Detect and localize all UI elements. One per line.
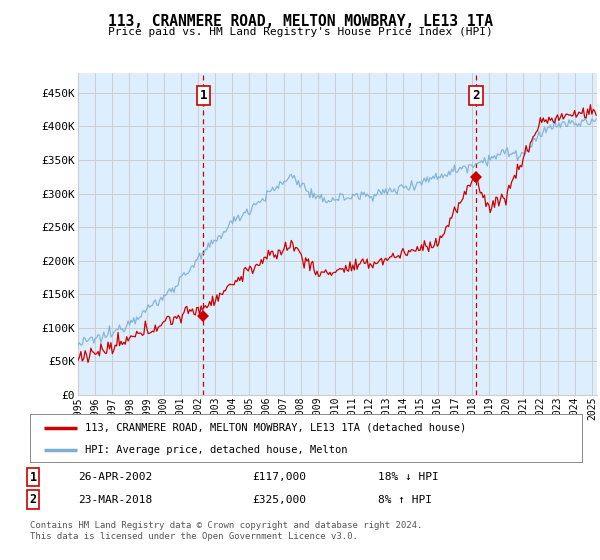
- Text: 1: 1: [29, 470, 37, 484]
- Text: 1: 1: [200, 89, 207, 102]
- Text: 2: 2: [29, 493, 37, 506]
- Text: Contains HM Land Registry data © Crown copyright and database right 2024.: Contains HM Land Registry data © Crown c…: [30, 521, 422, 530]
- Text: 26-APR-2002: 26-APR-2002: [78, 472, 152, 482]
- Text: Price paid vs. HM Land Registry's House Price Index (HPI): Price paid vs. HM Land Registry's House …: [107, 27, 493, 37]
- Text: HPI: Average price, detached house, Melton: HPI: Average price, detached house, Melt…: [85, 445, 348, 455]
- Text: 18% ↓ HPI: 18% ↓ HPI: [378, 472, 439, 482]
- Text: £325,000: £325,000: [252, 494, 306, 505]
- Text: 113, CRANMERE ROAD, MELTON MOWBRAY, LE13 1TA (detached house): 113, CRANMERE ROAD, MELTON MOWBRAY, LE13…: [85, 423, 466, 433]
- Text: 8% ↑ HPI: 8% ↑ HPI: [378, 494, 432, 505]
- Text: 23-MAR-2018: 23-MAR-2018: [78, 494, 152, 505]
- Text: This data is licensed under the Open Government Licence v3.0.: This data is licensed under the Open Gov…: [30, 532, 358, 541]
- Text: 113, CRANMERE ROAD, MELTON MOWBRAY, LE13 1TA: 113, CRANMERE ROAD, MELTON MOWBRAY, LE13…: [107, 14, 493, 29]
- Text: 2: 2: [472, 89, 479, 102]
- Text: £117,000: £117,000: [252, 472, 306, 482]
